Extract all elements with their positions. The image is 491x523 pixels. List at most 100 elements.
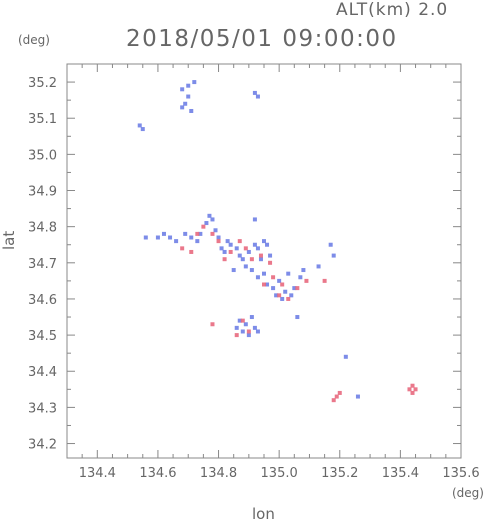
blue-data-point [262,239,266,244]
blue-data-point [280,296,285,301]
blue-data-point [243,264,248,269]
blue-data-point [234,325,239,330]
x-tick-label: 135.4 [382,466,419,481]
y-tick-label: 34.7 [28,257,57,272]
red-data-point [246,329,251,334]
red-data-point [210,231,215,236]
blue-data-point [237,253,242,258]
x-tick-label: 135.2 [321,466,358,481]
blue-data-point [265,282,270,287]
plot-frame [66,63,462,459]
red-data-point [407,387,412,392]
red-data-point [322,278,327,283]
y-tick-label: 35.1 [28,112,57,127]
blue-data-point [234,246,239,251]
blue-data-point [198,231,203,236]
y-unit-label: (deg) [18,33,50,47]
blue-data-point [174,239,179,244]
blue-data-point [216,235,221,240]
red-data-point [234,333,239,338]
red-data-point [228,249,233,254]
blue-data-point [316,264,321,269]
blue-data-point [292,286,297,291]
timestamp-title: 2018/05/01 09:00:00 [126,26,398,52]
red-data-point [189,249,194,254]
y-tick-label: 34.6 [28,293,57,308]
blue-data-point [228,242,233,247]
red-data-point [180,246,185,251]
blue-data-point [204,221,209,226]
red-data-point [237,239,242,244]
blue-data-point [252,90,257,95]
blue-data-point [237,318,242,323]
blue-data-point [331,253,336,258]
blue-data-point [255,94,260,99]
blue-data-point [246,249,251,254]
blue-data-point [355,394,360,399]
red-data-point [258,253,263,258]
blue-data-point [240,257,245,262]
x-tick-label: 134.8 [200,466,237,481]
blue-data-point [161,231,166,236]
blue-data-point [189,235,194,240]
red-data-point [271,275,276,280]
red-data-point [216,239,221,244]
blue-data-point [255,329,260,334]
red-data-point [249,257,254,262]
blue-data-point [343,354,348,359]
blue-data-point [180,87,185,92]
y-tick-label: 34.5 [28,329,57,344]
red-data-point [286,296,291,301]
axis-ticks: 134.4 134.6 134.8 135.0 135.2 135.4 135.6 34.2 3… [28,63,480,481]
blue-data-point [255,246,260,251]
y-tick-label: 34.9 [28,185,57,200]
blue-data-point [283,289,288,294]
red-data-point [410,383,415,388]
altitude-label: ALT(km) 2.0 [336,0,449,20]
blue-data-point [186,94,191,99]
blue-data-point [240,329,245,334]
red-data-point [410,390,415,395]
y-tick-label: 34.2 [28,438,57,453]
blue-data-point [295,315,300,320]
blue-data-point [195,239,200,244]
red-data-point [295,286,300,291]
red-data-point [222,257,227,262]
blue-data-point [143,235,148,240]
blue-data-point [249,268,254,273]
x-tick-label: 135.0 [261,466,298,481]
x-axis-label: lon [252,505,275,523]
blue-data-point [252,325,257,330]
blue-data-point [180,105,185,110]
red-data-point [210,322,215,327]
red-data-point [413,387,418,392]
blue-data-point [249,315,254,320]
data-points [137,80,418,403]
red-data-point [240,318,245,323]
y-tick-label: 35.0 [28,148,57,163]
red-data-point [262,282,266,287]
blue-data-point [301,268,306,273]
blue-data-point [186,83,191,88]
blue-data-point [277,278,282,283]
y-tick-label: 34.3 [28,401,57,416]
blue-data-point [286,271,291,276]
blue-data-point [137,123,142,128]
blue-data-point [328,242,333,247]
red-data-point [304,278,309,283]
blue-data-point [222,249,227,254]
x-tick-label: 134.6 [139,466,176,481]
blue-data-point [192,80,197,85]
blue-data-point [219,246,224,251]
blue-data-point [252,217,257,222]
blue-data-point [243,322,248,327]
blue-data-point [213,228,218,233]
red-data-point [201,224,206,229]
blue-data-point [246,333,251,338]
blue-data-point [298,275,303,280]
blue-data-point [271,286,276,291]
x-tick-label: 135.6 [442,466,479,481]
blue-data-point [274,293,279,298]
blue-data-point [225,239,230,244]
